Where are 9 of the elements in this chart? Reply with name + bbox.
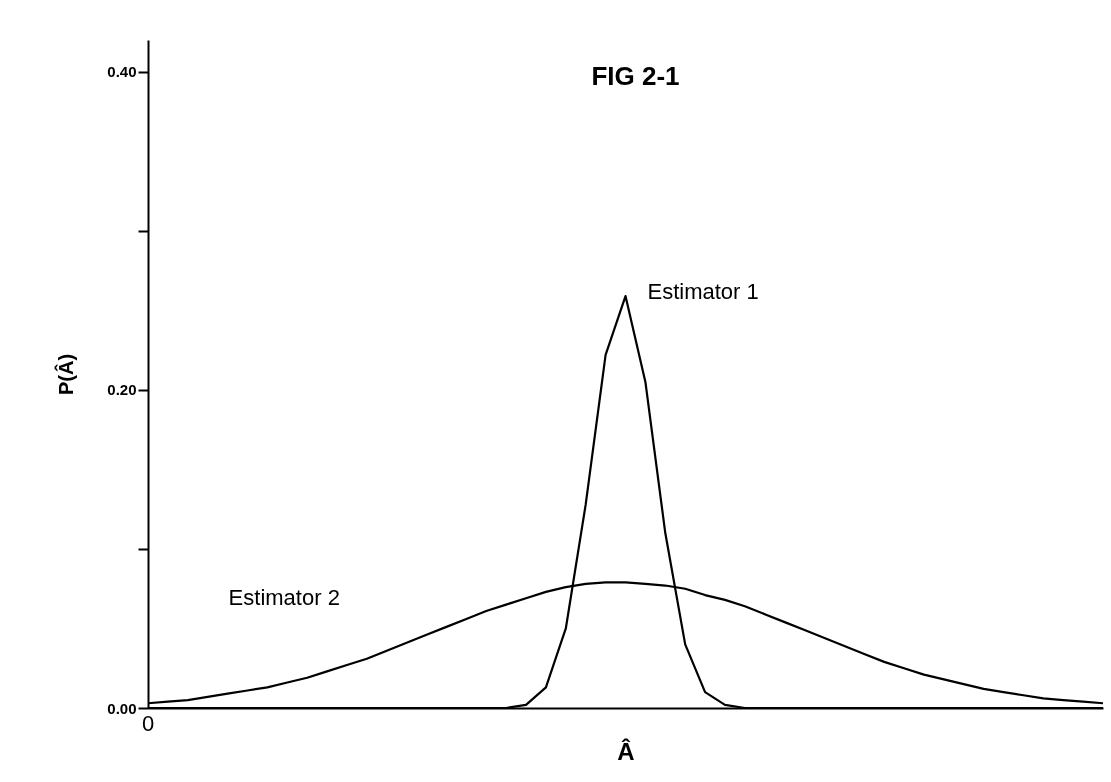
y-axis-title: P(Â) [54, 353, 78, 396]
text: FIG 2-1 [591, 61, 680, 91]
y-tick-label: 0.40 [107, 63, 137, 81]
text: 0 [141, 711, 155, 736]
text: Estimator 2 [228, 585, 340, 611]
x-axis-title: Â [617, 737, 635, 765]
y-tick-label: 0.20 [107, 381, 137, 399]
y-tick-label: 0.00 [107, 699, 137, 717]
series-label: Estimator 1 [647, 279, 759, 305]
